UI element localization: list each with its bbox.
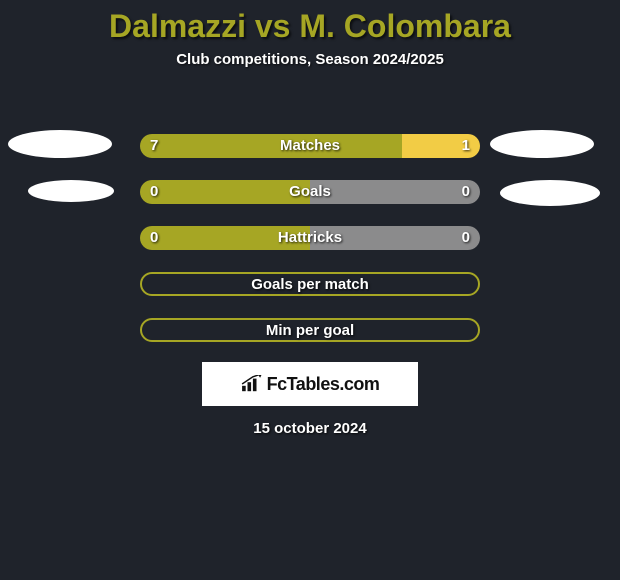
stat-outline: Goals per match [140,272,480,296]
stat-bar-left-fill [140,134,402,158]
stat-bar-left-fill [140,226,310,250]
comparison-card: Dalmazzi vs M. Colombara Club competitio… [0,8,620,580]
player-left-avatar [8,130,112,158]
stat-bar-right-fill [310,226,480,250]
stat-bar: 00Goals [140,180,480,204]
stat-right-value: 0 [462,226,470,250]
player-right-avatar [500,180,600,206]
stat-bar-right-fill [310,180,480,204]
site-logo: FcTables.com [202,362,418,406]
stat-bar: 71Matches [140,134,480,158]
player-right-avatar [490,130,594,158]
stat-outline: Min per goal [140,318,480,342]
stat-left-value: 0 [150,180,158,204]
stat-row: 00Goals [0,180,620,206]
stat-row: Min per goal [0,318,620,344]
stat-left-value: 7 [150,134,158,158]
stat-left-value: 0 [150,226,158,250]
page-subtitle: Club competitions, Season 2024/2025 [0,51,620,68]
page-title: Dalmazzi vs M. Colombara [0,8,620,45]
stat-row: 00Hattricks [0,226,620,252]
stat-bar: 00Hattricks [140,226,480,250]
stat-bar-left-fill [140,180,310,204]
player-left-avatar [28,180,114,202]
stat-row: 71Matches [0,134,620,160]
date-label: 15 october 2024 [0,420,620,437]
stat-right-value: 1 [462,134,470,158]
stat-row: Goals per match [0,272,620,298]
logo-text: FcTables.com [267,374,380,395]
stat-right-value: 0 [462,180,470,204]
bars-icon [241,375,263,393]
